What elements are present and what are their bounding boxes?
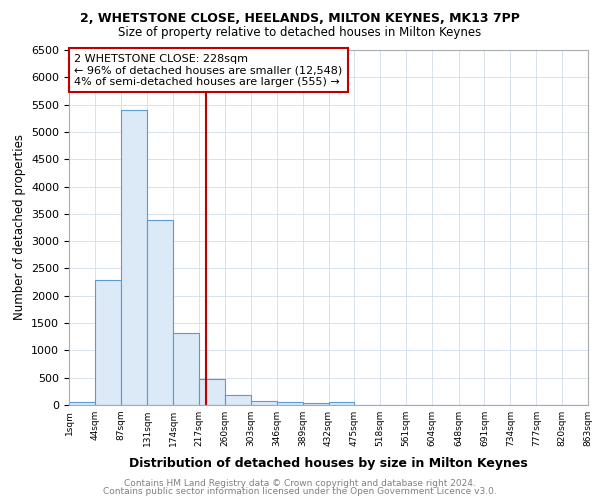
Text: Size of property relative to detached houses in Milton Keynes: Size of property relative to detached ho… xyxy=(118,26,482,39)
Bar xyxy=(121,110,146,405)
Bar xyxy=(251,401,277,405)
Bar xyxy=(147,220,173,405)
Y-axis label: Number of detached properties: Number of detached properties xyxy=(13,134,26,320)
Text: 2 WHETSTONE CLOSE: 228sqm
← 96% of detached houses are smaller (12,548)
4% of se: 2 WHETSTONE CLOSE: 228sqm ← 96% of detac… xyxy=(74,54,343,87)
Bar xyxy=(277,402,302,405)
Bar xyxy=(225,395,251,405)
Bar xyxy=(302,403,329,405)
Bar xyxy=(69,402,95,405)
Text: 2, WHETSTONE CLOSE, HEELANDS, MILTON KEYNES, MK13 7PP: 2, WHETSTONE CLOSE, HEELANDS, MILTON KEY… xyxy=(80,12,520,26)
Bar xyxy=(329,402,355,405)
Bar xyxy=(95,280,121,405)
Bar xyxy=(173,334,199,405)
X-axis label: Distribution of detached houses by size in Milton Keynes: Distribution of detached houses by size … xyxy=(129,458,528,470)
Bar xyxy=(199,379,225,405)
Text: Contains public sector information licensed under the Open Government Licence v3: Contains public sector information licen… xyxy=(103,487,497,496)
Text: Contains HM Land Registry data © Crown copyright and database right 2024.: Contains HM Land Registry data © Crown c… xyxy=(124,478,476,488)
